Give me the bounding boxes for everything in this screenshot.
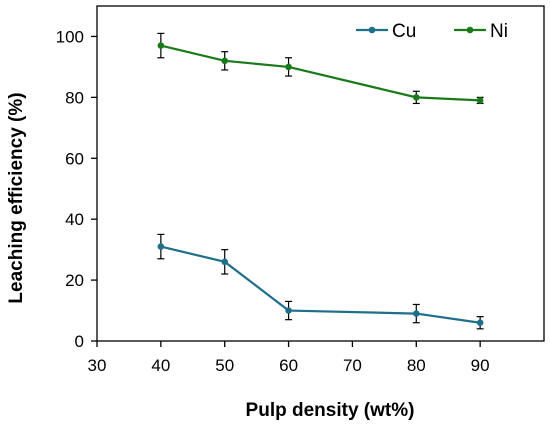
legend-label: Cu bbox=[392, 21, 416, 42]
y-tick-label: 100 bbox=[56, 27, 84, 46]
data-point bbox=[285, 307, 292, 314]
y-tick-label: 0 bbox=[75, 332, 84, 351]
x-tick-label: 50 bbox=[215, 356, 234, 375]
x-tick-label: 40 bbox=[151, 356, 170, 375]
series-ni bbox=[157, 32, 484, 105]
data-point bbox=[476, 319, 484, 327]
data-point bbox=[221, 258, 229, 266]
y-axis-ticks: 0 20 40 60 80 100 bbox=[56, 27, 97, 351]
data-point bbox=[412, 310, 420, 317]
data-point bbox=[476, 97, 484, 104]
plot-frame bbox=[96, 5, 545, 342]
data-point bbox=[412, 94, 420, 101]
y-tick-label: 40 bbox=[65, 210, 84, 229]
series-line bbox=[160, 44, 481, 102]
data-point bbox=[157, 243, 165, 250]
plot-border bbox=[96, 5, 545, 342]
series-layer bbox=[157, 32, 484, 330]
legend-swatch-marker bbox=[368, 26, 376, 34]
series-line bbox=[160, 245, 481, 324]
x-tick-label: 60 bbox=[279, 356, 298, 375]
x-tick-label: 90 bbox=[471, 356, 490, 375]
x-tick-label: 70 bbox=[343, 356, 362, 375]
legend-item-cu: Cu bbox=[356, 21, 416, 42]
legend-label: Ni bbox=[490, 21, 508, 42]
data-point bbox=[285, 63, 292, 71]
y-axis-title: Leaching efficiency (%) bbox=[6, 92, 27, 303]
data-point bbox=[221, 57, 229, 65]
series-cu bbox=[157, 233, 484, 330]
y-tick-label: 60 bbox=[65, 149, 84, 168]
x-tick-label: 80 bbox=[407, 356, 426, 375]
legend-swatch-marker bbox=[466, 26, 474, 34]
legend: Cu Ni bbox=[356, 21, 508, 42]
y-tick-label: 80 bbox=[65, 88, 84, 107]
x-tick-label: 30 bbox=[88, 356, 107, 375]
y-tick-label: 20 bbox=[65, 271, 84, 290]
x-axis-ticks: 30 40 50 60 70 80 90 bbox=[88, 341, 490, 375]
legend-item-ni: Ni bbox=[454, 21, 508, 42]
x-axis-title: Pulp density (wt%) bbox=[246, 400, 415, 421]
data-point bbox=[157, 42, 165, 49]
